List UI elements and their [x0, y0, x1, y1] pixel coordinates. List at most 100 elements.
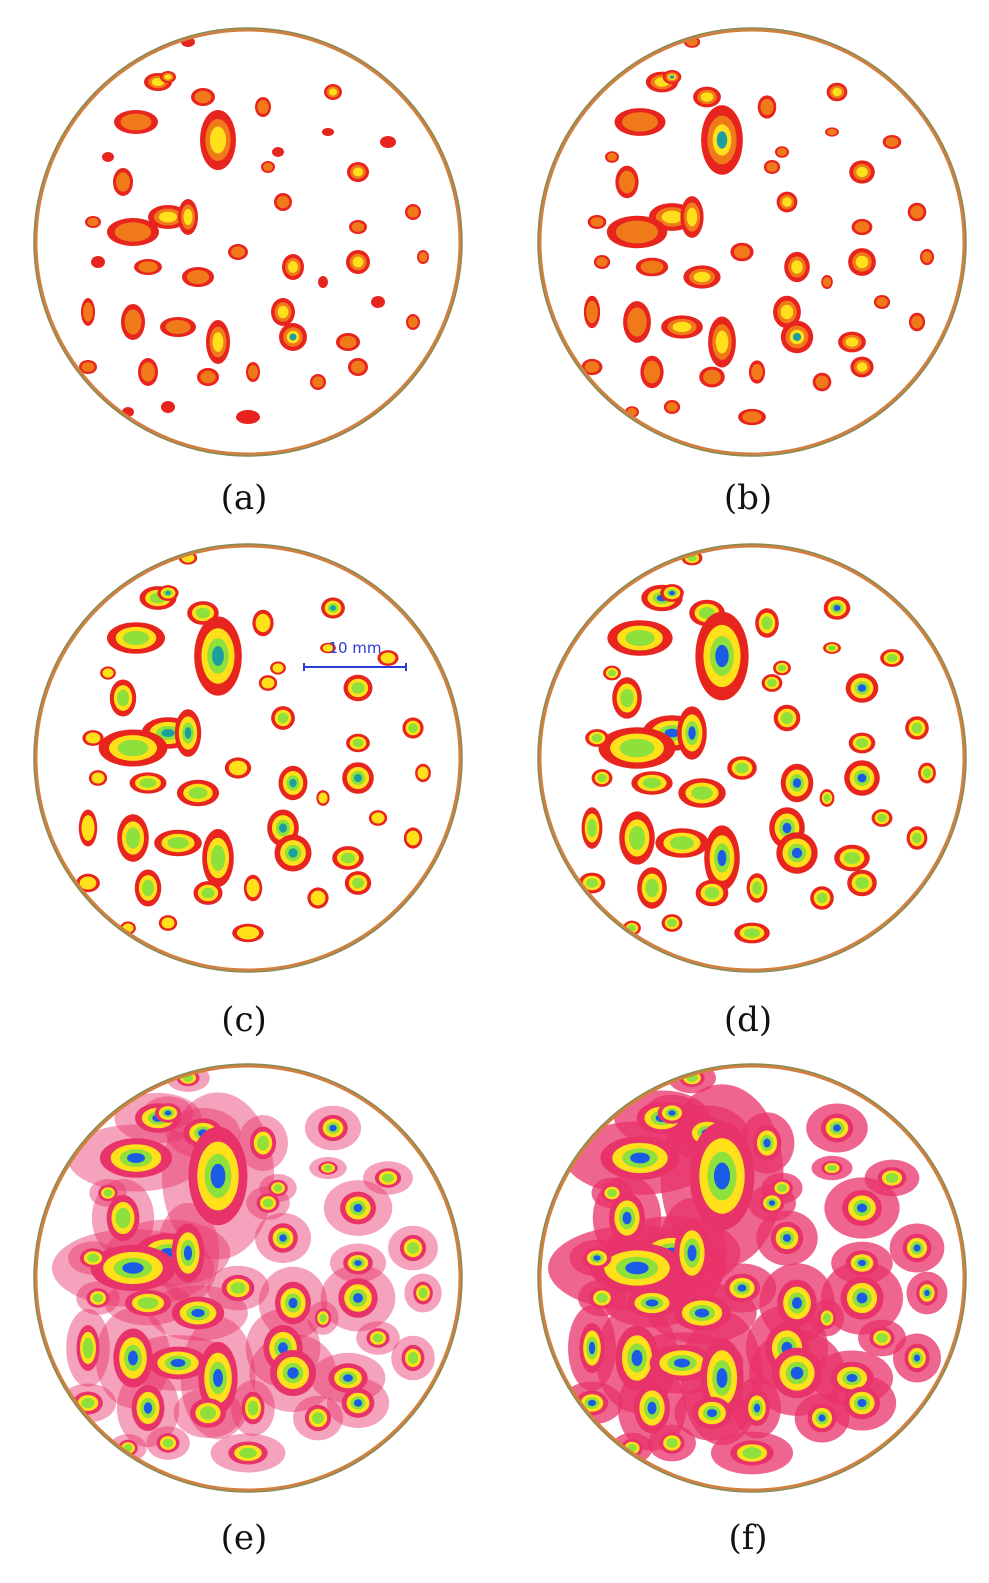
defect-spot-layer: [688, 726, 696, 740]
defect-spot-layer: [353, 1399, 363, 1407]
defect-spot-layer: [823, 794, 831, 802]
defect-spot-layer: [278, 1342, 288, 1354]
specimen-rim: [34, 544, 462, 972]
specimen-rim: [34, 1064, 462, 1492]
defect-spot-layer: [262, 1198, 274, 1208]
defect-spot-layer: [622, 1211, 632, 1225]
defect-spot-layer: [371, 296, 385, 308]
defect-spot-layer: [128, 1350, 138, 1366]
defect-spot-layer: [627, 307, 647, 337]
defect-spot-layer: [199, 1406, 217, 1420]
defect-spot-layer: [288, 848, 298, 858]
defect-spot-layer: [815, 375, 829, 389]
defect-spot-layer: [664, 728, 680, 738]
defect-spot-layer: [319, 1313, 327, 1323]
specimen-background: [36, 30, 460, 454]
defect-spot-layer: [645, 1299, 659, 1307]
defect-spot-layer: [354, 774, 362, 782]
panel-e-label: (e): [220, 1518, 268, 1558]
panel-f-label: (f): [728, 1518, 768, 1558]
defect-spot-layer: [586, 878, 598, 888]
defect-spot-layer: [209, 126, 227, 154]
panel-b-label: (b): [723, 478, 773, 518]
defect-spot-layer: [329, 1124, 337, 1132]
defect-spot-layer: [261, 677, 275, 689]
defect-spot-layer: [408, 316, 418, 328]
specimen-rim-outer: [33, 27, 463, 457]
defect-spot-layer: [122, 630, 150, 646]
defect-spot-layer: [763, 1138, 771, 1148]
defect-spot-layer: [854, 221, 870, 233]
panel-d-image: [532, 538, 972, 978]
defect-spot-layer: [230, 1282, 246, 1294]
defect-spot-layer: [159, 211, 177, 223]
defect-spot-layer: [856, 1292, 868, 1304]
defect-spot-layer: [783, 1234, 791, 1242]
defect-spot-layer: [666, 402, 678, 412]
defect-spot-layer: [911, 722, 923, 734]
defect-spot-layer: [670, 836, 694, 850]
defect-spot-layer: [588, 1341, 596, 1355]
defect-spot-layer: [704, 887, 720, 899]
defect-spot-layer: [289, 778, 297, 788]
specimen-background: [540, 30, 964, 454]
defect-spot-layer: [263, 162, 273, 172]
panel-f-image: [532, 1058, 972, 1498]
defect-spot-layer: [593, 1255, 601, 1261]
defect-spot-layer: [672, 321, 692, 333]
defect-spot-layer: [279, 823, 287, 833]
defect-spot-layer: [102, 668, 114, 678]
defect-spot-layer: [257, 100, 269, 114]
defect-spot-layer: [777, 1184, 787, 1192]
defect-spot-layer: [279, 1234, 287, 1242]
defect-spot-layer: [353, 1203, 363, 1213]
defect-spot-layer: [828, 645, 836, 651]
defect-spot-layer: [255, 613, 271, 633]
defect-spot-layer: [287, 1367, 299, 1379]
defect-spot-layer: [418, 1287, 428, 1299]
defect-spot-layer: [913, 1354, 921, 1362]
panel-c-image: 10 mm: [28, 538, 468, 978]
defect-spot-layer: [700, 92, 714, 102]
defect-spot-layer: [645, 878, 659, 898]
defect-spot-layer: [318, 276, 328, 288]
defect-spot-layer: [923, 768, 931, 778]
specimen-rim-outer: [537, 543, 967, 973]
defect-spot-layer: [247, 1400, 259, 1416]
defect-spot-layer: [407, 1242, 419, 1254]
defect-spot-layer: [768, 1200, 776, 1206]
defect-spot-layer: [857, 1203, 867, 1213]
defect-spot-layer: [137, 1297, 159, 1309]
defect-spot-layer: [716, 131, 728, 149]
specimen-rim: [538, 1064, 966, 1492]
defect-spot-layer: [781, 712, 793, 724]
specimen-rim-outer: [537, 27, 967, 457]
defect-spot-layer: [753, 1403, 761, 1413]
defect-spot-layer: [330, 605, 336, 611]
defect-spot-layer: [858, 1259, 866, 1267]
defect-spot-layer: [417, 766, 429, 780]
defect-spot-layer: [85, 732, 101, 744]
defect-spot-layer: [164, 1110, 172, 1116]
defect-spot-layer: [228, 760, 248, 776]
defect-spot-layer: [666, 1438, 678, 1448]
defect-spot-layer: [406, 830, 420, 846]
defect-spot-layer: [792, 778, 802, 788]
defect-spot-layer: [912, 832, 922, 844]
defect-spot-layer: [856, 362, 868, 372]
defect-spot-layer: [597, 774, 607, 782]
defect-spot-layer: [165, 320, 191, 334]
defect-spot-layer: [352, 256, 364, 268]
defect-spot-layer: [352, 877, 364, 889]
defect-spot-layer: [713, 1162, 731, 1190]
defect-spot-layer: [183, 208, 193, 226]
defect-spot-layer: [876, 1333, 888, 1343]
defect-spot-layer: [141, 362, 155, 382]
defect-spot-layer: [288, 1297, 298, 1309]
defect-spot-layer: [857, 773, 867, 783]
defect-spot-layer: [161, 729, 175, 737]
defect-spot-layer: [717, 849, 727, 867]
defect-spot-layer: [790, 1366, 804, 1380]
defect-spot-layer: [856, 738, 868, 748]
defect-spot-layer: [122, 1262, 144, 1274]
